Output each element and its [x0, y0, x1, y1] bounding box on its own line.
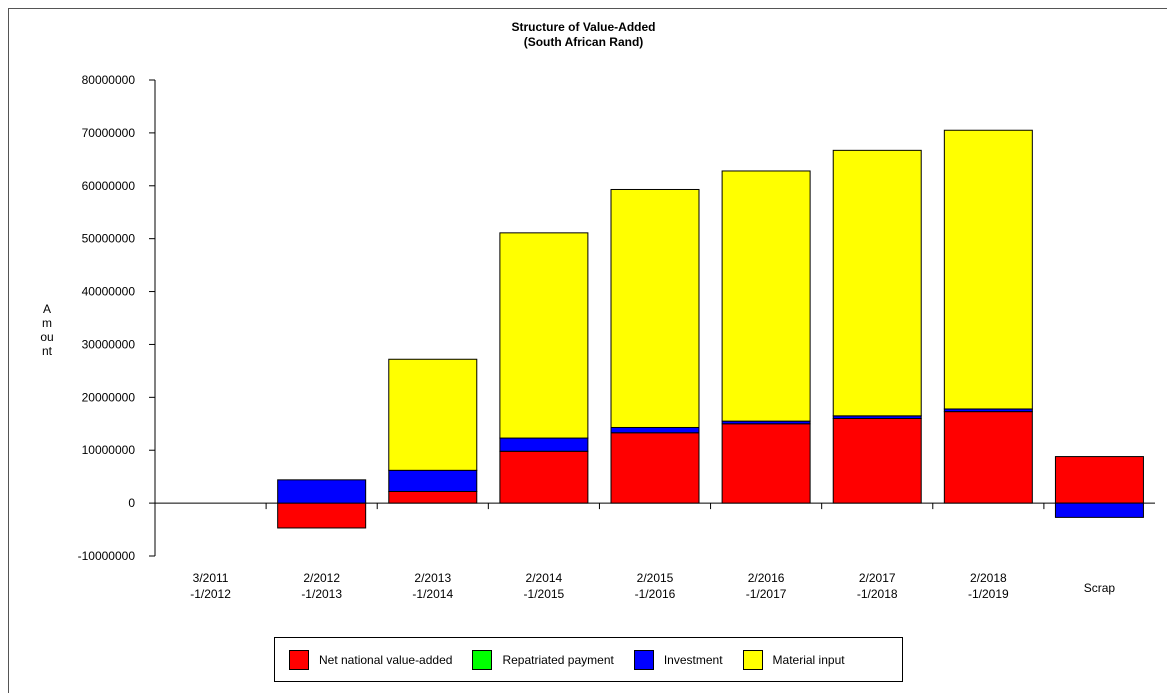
x-tick-label: 2/2014 [526, 571, 563, 585]
bar-segment [277, 502, 367, 529]
x-tick-label: -1/2012 [190, 587, 231, 601]
legend-swatch [472, 649, 493, 670]
y-tick-label: 40000000 [82, 285, 136, 299]
legend-swatch [633, 649, 654, 670]
bar-segment [943, 411, 1033, 504]
x-tick-label: 2/2018 [970, 571, 1007, 585]
legend-item: Net national value-added [289, 649, 453, 670]
x-tick-label: 2/2012 [303, 571, 340, 585]
legend: Net national value-added Repatriated paym… [274, 637, 903, 682]
legend-label: Investment [663, 652, 723, 667]
bar-segment [610, 426, 700, 434]
chart-subtitle: (South African Rand) [523, 35, 644, 49]
y-tick-label: 0 [128, 496, 135, 510]
x-tick-label: -1/2017 [746, 587, 787, 601]
y-tick-label: 20000000 [82, 390, 136, 404]
bar-segment [610, 432, 700, 504]
bar-segment [388, 358, 478, 471]
x-tick-label: 2/2013 [414, 571, 451, 585]
x-tick-label: -1/2013 [301, 587, 342, 601]
x-tick-label: -1/2015 [524, 587, 565, 601]
y-tick-label: 70000000 [82, 126, 136, 140]
y-tick-label: 30000000 [82, 337, 136, 351]
chart-frame [8, 8, 1167, 693]
x-tick-label: 2/2017 [859, 571, 896, 585]
x-tick-label: -1/2014 [412, 587, 453, 601]
legend-label: Net national value-added [319, 652, 453, 667]
chart-title-block: Structure of Value-Added (South African … [0, 20, 1167, 50]
bar-segment [388, 469, 478, 492]
y-tick-label: 50000000 [82, 232, 136, 246]
legend-label: Repatriated payment [502, 652, 614, 667]
bar-segment [277, 479, 367, 504]
y-tick-label: 80000000 [82, 73, 136, 87]
legend-label: Material input [772, 652, 845, 667]
y-tick-label: -10000000 [78, 549, 136, 563]
bar-segment [721, 170, 811, 422]
y-tick-label: 10000000 [82, 443, 136, 457]
bar-segment [610, 188, 700, 428]
bar-segment [943, 129, 1033, 410]
chart-title: Structure of Value-Added [511, 20, 656, 34]
legend-item: Repatriated payment [472, 649, 614, 670]
bar-segment [499, 437, 589, 452]
x-tick-label: -1/2018 [857, 587, 898, 601]
legend-item: Material input [742, 649, 845, 670]
bar-segment [832, 417, 922, 504]
x-tick-label: -1/2019 [968, 587, 1009, 601]
y-axis-label: Amount [40, 302, 54, 358]
bar-segment [832, 149, 922, 417]
x-tick-label: 2/2016 [748, 571, 785, 585]
bar-segment [499, 450, 589, 504]
x-tick-label: -1/2016 [635, 587, 676, 601]
bar-segment [1054, 456, 1144, 504]
bar-segment [1054, 502, 1144, 518]
legend-swatch [289, 649, 309, 670]
x-tick-label: 2/2015 [637, 571, 674, 585]
legend-item: Investment [633, 649, 723, 670]
bar-segment [721, 423, 811, 504]
x-tick-label: 3/2011 [193, 571, 229, 585]
bar-segment [499, 232, 589, 439]
x-tick-label: Scrap [1084, 581, 1116, 595]
bar-segment [388, 490, 478, 504]
y-tick-label: 60000000 [82, 179, 136, 193]
legend-swatch [742, 649, 763, 670]
